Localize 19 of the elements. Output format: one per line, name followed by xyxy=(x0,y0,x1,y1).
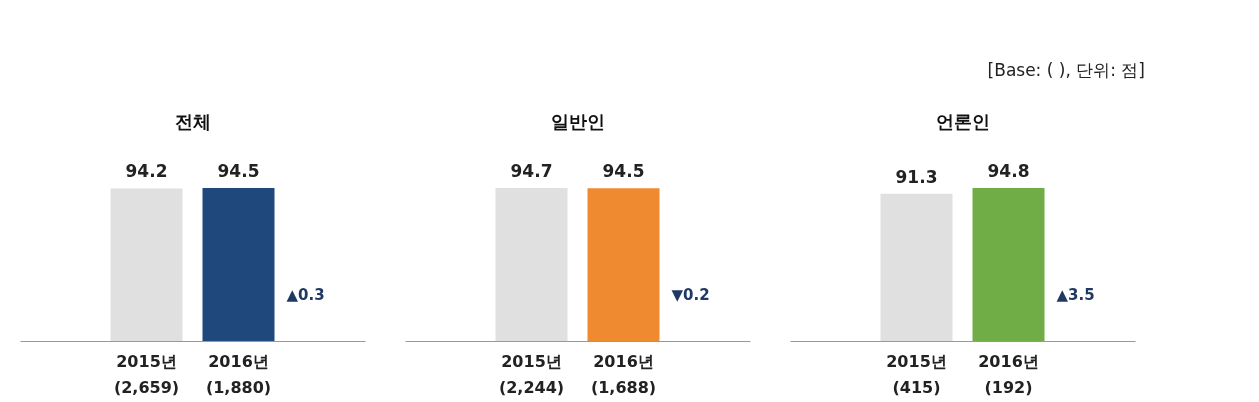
x-tick-label: 2016년 (1,880) xyxy=(205,351,272,397)
chart-title: 일반인 xyxy=(550,111,605,132)
data-label: 94.5 xyxy=(602,161,645,182)
data-label: 94.5 xyxy=(217,161,260,181)
data-label: 94.8 xyxy=(987,161,1030,181)
data-label: 94.2 xyxy=(125,161,168,182)
chart-title: 전체 xyxy=(174,111,211,132)
x-tick-label: 2015년 (415) xyxy=(886,351,947,397)
x-tick-label: 2015년 (2,244) xyxy=(498,351,565,397)
annotation: ▲0.3 xyxy=(286,286,325,304)
chart-title: 언론인 xyxy=(935,111,990,132)
annotation: ▼0.2 xyxy=(671,286,710,304)
data-label: 94.7 xyxy=(510,161,553,181)
x-tick-label: 2016년 (1,688) xyxy=(590,351,657,397)
x-tick-label: 2015년 (2,659) xyxy=(113,351,180,397)
data-label: 91.3 xyxy=(895,166,938,187)
x-tick-label: 2016년 (192) xyxy=(978,351,1039,397)
text: [Base: ( ), 단위: 점] xyxy=(987,60,1145,80)
annotation: ▲3.5 xyxy=(1056,286,1095,304)
